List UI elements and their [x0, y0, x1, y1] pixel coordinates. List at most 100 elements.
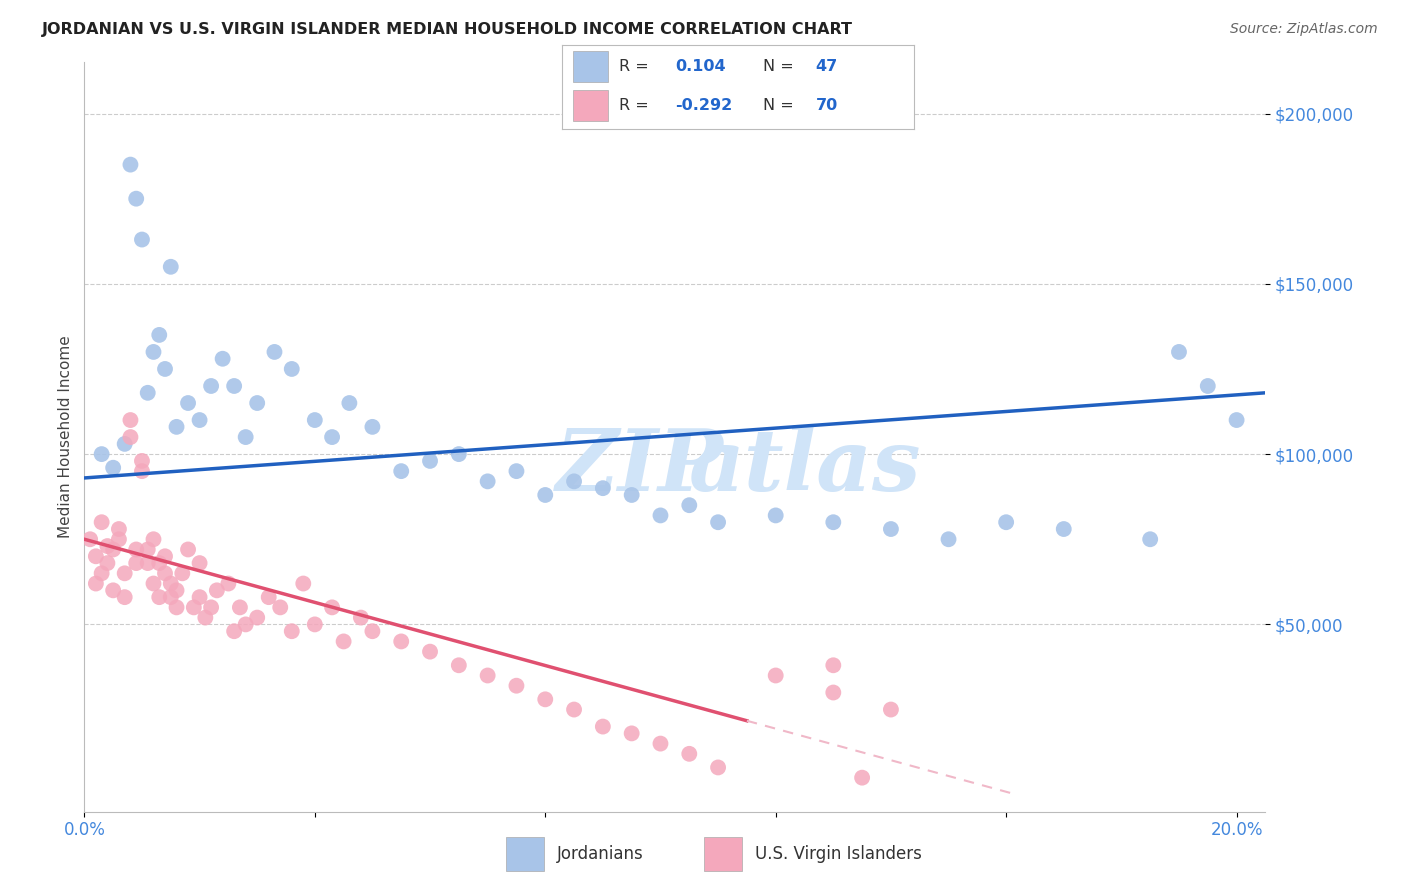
Point [281, 362, 304, 376]
Point [166, 420, 188, 434]
Point [101, 583, 124, 598]
Point [332, 634, 354, 648]
Point [229, 600, 252, 615]
Point [148, 556, 170, 570]
Point [419, 454, 441, 468]
Point [159, 576, 181, 591]
Point [620, 726, 643, 740]
Point [136, 385, 159, 400]
Point [246, 610, 269, 624]
Point [269, 600, 291, 615]
Point [131, 464, 153, 478]
Point [172, 566, 194, 581]
Point [880, 702, 903, 716]
Point [304, 413, 326, 427]
Point [1168, 345, 1191, 359]
Point [562, 702, 585, 716]
Text: N =: N = [762, 98, 799, 113]
Text: N =: N = [762, 59, 799, 74]
Point [153, 549, 176, 564]
Point [235, 617, 257, 632]
Point [592, 720, 614, 734]
Point [292, 576, 315, 591]
Point [823, 685, 845, 699]
Point [194, 610, 217, 624]
Point [79, 533, 101, 547]
Text: R =: R = [619, 98, 654, 113]
Point [257, 590, 280, 604]
Point [131, 454, 153, 468]
Point [447, 658, 470, 673]
Point [84, 549, 107, 564]
Point [159, 590, 181, 604]
Point [120, 413, 142, 427]
Point [136, 542, 159, 557]
Point [447, 447, 470, 461]
Point [1226, 413, 1249, 427]
Point [350, 610, 373, 624]
FancyBboxPatch shape [704, 837, 742, 871]
Point [823, 658, 845, 673]
Point [166, 583, 188, 598]
Text: U.S. Virgin Islanders: U.S. Virgin Islanders [755, 845, 922, 863]
Point [1053, 522, 1076, 536]
Point [114, 437, 136, 451]
Point [188, 590, 211, 604]
Point [1139, 533, 1161, 547]
Point [211, 351, 233, 366]
Point [938, 533, 960, 547]
Point [765, 508, 787, 523]
Point [101, 542, 124, 557]
Point [321, 600, 343, 615]
Point [90, 447, 112, 461]
Point [419, 645, 441, 659]
FancyBboxPatch shape [506, 837, 544, 871]
Point [114, 590, 136, 604]
Text: R =: R = [619, 59, 654, 74]
Point [200, 379, 222, 393]
Point [534, 692, 557, 706]
Point [217, 576, 239, 591]
Point [108, 522, 131, 536]
Point [131, 233, 153, 247]
Point [678, 498, 700, 512]
Point [707, 760, 730, 774]
Point [177, 396, 200, 410]
FancyBboxPatch shape [574, 90, 609, 120]
Point [136, 556, 159, 570]
Point [125, 542, 148, 557]
Text: ZIP: ZIP [555, 425, 723, 508]
Point [823, 515, 845, 529]
Point [650, 508, 672, 523]
Point [592, 481, 614, 495]
Point [125, 192, 148, 206]
Point [650, 737, 672, 751]
Text: Jordanians: Jordanians [557, 845, 644, 863]
Point [620, 488, 643, 502]
Point [235, 430, 257, 444]
Point [263, 345, 285, 359]
Point [851, 771, 873, 785]
Y-axis label: Median Household Income: Median Household Income [58, 335, 73, 539]
Text: Source: ZipAtlas.com: Source: ZipAtlas.com [1230, 22, 1378, 37]
Point [142, 533, 165, 547]
Point [166, 600, 188, 615]
Point [200, 600, 222, 615]
Point [84, 576, 107, 591]
Point [281, 624, 304, 639]
Point [505, 679, 527, 693]
Text: atlas: atlas [689, 425, 921, 508]
Point [177, 542, 200, 557]
Point [125, 556, 148, 570]
Point [765, 668, 787, 682]
Point [224, 379, 246, 393]
Point [678, 747, 700, 761]
Point [562, 475, 585, 489]
Point [90, 566, 112, 581]
Point [101, 460, 124, 475]
Point [183, 600, 205, 615]
Point [246, 396, 269, 410]
Text: JORDANIAN VS U.S. VIRGIN ISLANDER MEDIAN HOUSEHOLD INCOME CORRELATION CHART: JORDANIAN VS U.S. VIRGIN ISLANDER MEDIAN… [42, 22, 853, 37]
Point [389, 464, 412, 478]
Point [995, 515, 1018, 529]
